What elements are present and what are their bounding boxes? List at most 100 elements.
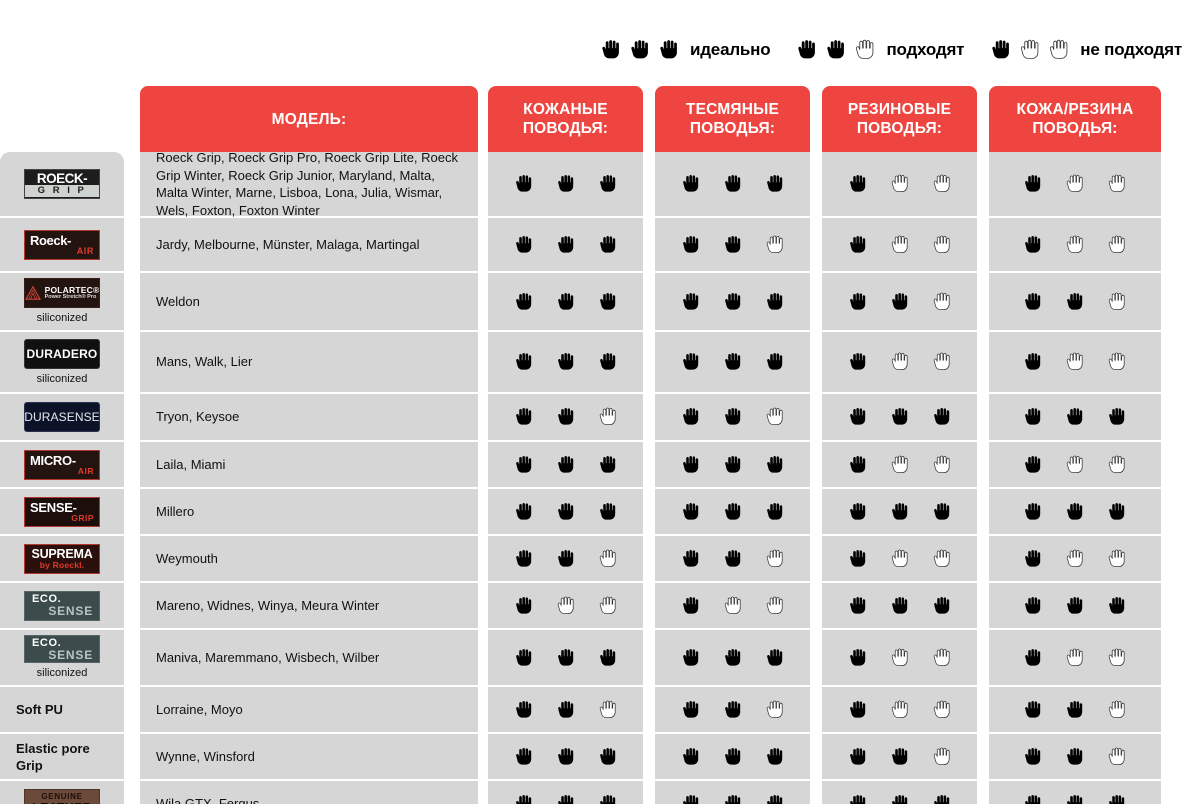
hand-icon (599, 747, 615, 765)
hand-icon (1109, 408, 1125, 425)
hand-icon (933, 747, 950, 765)
model-cell: Wila GTX, Fergus (140, 781, 478, 804)
hand-icon (724, 292, 740, 310)
logo-sublabel: siliconized (36, 312, 88, 324)
table-row: ROECK- G R I P Roeck Grip, Roeck Grip Pro,… (0, 150, 1182, 218)
hand-icon (724, 455, 740, 473)
rating-cell-leather-rubber-reins (989, 536, 1161, 581)
model-cell: Millero (140, 489, 478, 534)
logo-eco-sense: ECO. SENSE (24, 590, 100, 621)
rating-cell-webbing-reins (655, 781, 810, 804)
model-cell: Tryon, Keysoe (140, 394, 478, 440)
model-cell: Weymouth (140, 536, 478, 581)
table-row: Roeck- AIR Jardy, Melbourne, Münster, Mala… (0, 218, 1182, 271)
hand-icon (515, 175, 531, 192)
rating-cell-leather-reins (488, 332, 643, 392)
rating-cell-webbing-reins (655, 273, 810, 330)
logo-cell: Elastic pore Grip (0, 734, 124, 779)
hand-icon (1025, 596, 1041, 614)
legend-hands-0 (600, 37, 680, 63)
legend-hands-1 (796, 37, 876, 63)
rating-cell-leather-rubber-reins (989, 583, 1161, 628)
hand-icon (515, 747, 531, 765)
hand-icon (557, 353, 573, 370)
hand-icon (849, 700, 865, 718)
logo-sublabel: siliconized (36, 372, 88, 385)
legend-item-0: идеально (600, 37, 771, 63)
rating-cell-leather-reins (488, 394, 643, 440)
hand-icon (1108, 292, 1125, 310)
rating-cell-leather-rubber-reins (989, 734, 1161, 779)
rating-cell-leather-reins (488, 218, 643, 271)
hand-icon (933, 235, 950, 253)
hand-icon (933, 700, 950, 718)
hand-icon (1067, 408, 1083, 425)
model-cell: Laila, Miami (140, 442, 478, 487)
rating-cell-leather-reins (488, 583, 643, 628)
hand-icon (1066, 352, 1083, 371)
hand-icon (724, 408, 740, 425)
table-header-row: МОДЕЛЬ: КОЖАНЫЕ ПОВОДЬЯ: ТЕСМЯНЫЕ ПОВОДЬЯ:… (0, 86, 1182, 152)
hand-icon (557, 596, 574, 614)
logo-cell: DURASENSE (0, 394, 124, 440)
hand-icon (557, 292, 573, 310)
rating-cell-rubber-reins (822, 152, 977, 216)
rating-cell-webbing-reins (655, 152, 810, 216)
hand-icon (1066, 648, 1083, 666)
rating-cell-webbing-reins (655, 536, 810, 581)
hand-icon (1066, 174, 1083, 192)
model-names: Roeck Grip, Roeck Grip Pro, Roeck Grip L… (156, 150, 458, 218)
hand-icon (1025, 292, 1041, 310)
table-row: MICRO- AIR Laila, Miami (0, 442, 1182, 487)
hand-icon (766, 292, 782, 310)
table-row: SUPREMA by Roeckl. Weymouth (0, 536, 1182, 581)
rating-cell-leather-rubber-reins (989, 332, 1161, 392)
rating-cell-webbing-reins (655, 218, 810, 271)
hand-icon (557, 502, 573, 520)
polartec-text: POLARTEC® Power Stretch® Pro (45, 285, 99, 301)
legend-label-0: идеально (689, 40, 771, 59)
hand-icon (682, 596, 698, 614)
header-model: МОДЕЛЬ: (140, 86, 478, 152)
logo-line1: MICRO- (30, 452, 76, 468)
legend: идеально подходят не подходят (0, 30, 1182, 70)
model-names: Jardy, Melbourne, Münster, Malaga, Marti… (156, 236, 420, 252)
hand-icon (599, 648, 615, 666)
hand-icon (1021, 39, 1039, 59)
table-row: POLARTEC® Power Stretch® Pro siliconized We… (0, 273, 1182, 330)
hand-icon (849, 292, 865, 310)
hand-icon (766, 502, 782, 520)
rating-cell-leather-reins (488, 734, 643, 779)
rating-cell-rubber-reins (822, 734, 977, 779)
hand-icon (682, 549, 698, 567)
model-names: Weymouth (156, 550, 218, 566)
model-cell: Jardy, Melbourne, Münster, Malaga, Marti… (140, 218, 478, 271)
hand-icon (682, 502, 698, 520)
hand-icon (557, 549, 573, 567)
hand-icon (891, 549, 908, 567)
hand-icon (891, 174, 908, 192)
logo-line2: SENSE (48, 647, 93, 662)
hand-icon (766, 596, 783, 614)
logo-line2: LEATHER (32, 802, 92, 804)
logo-line1: ECO. (32, 593, 62, 605)
hand-icon (599, 407, 616, 426)
hand-icon (599, 700, 616, 718)
hand-icon (933, 596, 949, 614)
hand-icon (660, 40, 677, 59)
hand-icon (1109, 794, 1125, 804)
rating-cell-leather-rubber-reins (989, 218, 1161, 271)
rating-cell-leather-rubber-reins (989, 489, 1161, 534)
hand-icon (515, 353, 531, 370)
hand-icon (891, 455, 908, 473)
table-row: ECO. SENSE Mareno, Widnes, Winya, Meura Wi… (0, 583, 1182, 628)
hand-icon (515, 596, 531, 614)
rating-cell-rubber-reins (822, 583, 977, 628)
hand-icon (933, 502, 949, 520)
hand-icon (891, 596, 907, 614)
hand-icon (1067, 700, 1083, 718)
hand-icon (515, 549, 531, 567)
logo-line2: G R I P (25, 185, 99, 197)
hand-icon (766, 455, 782, 473)
legend-item-1: подходят (796, 37, 964, 63)
